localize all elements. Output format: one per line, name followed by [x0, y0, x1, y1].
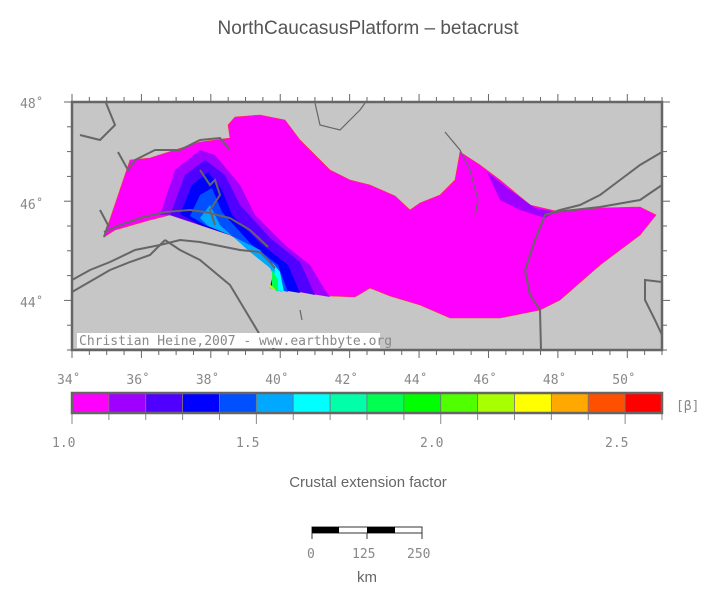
- colorbar-swatch: [587, 392, 626, 414]
- lat-label-48: 48˚: [20, 96, 43, 112]
- map-title: NorthCaucasusPlatform – betacrust: [217, 18, 519, 39]
- beta-field-lightblue: [200, 205, 282, 292]
- colorbar-swatch: [108, 392, 147, 414]
- lon-label: 48˚: [543, 372, 566, 388]
- colorbar-border: [70, 391, 664, 415]
- lat-labels: 48˚ 46˚ 44˚: [20, 96, 43, 311]
- map-frame: Christian Heine,2007 - www.earthbyte.org…: [20, 94, 670, 388]
- colorbar-swatch: [624, 392, 663, 414]
- lon-label: 44˚: [404, 372, 427, 388]
- lat-label-44: 44˚: [20, 295, 43, 311]
- lon-label: 38˚: [196, 372, 219, 388]
- colorbar-swatch: [71, 392, 110, 414]
- credit-text: Christian Heine,2007 - www.earthbyte.org: [79, 334, 392, 349]
- colorbar-swatch: [219, 392, 257, 414]
- colorbar-swatch: [292, 392, 331, 414]
- colorbar-swatch: [329, 392, 368, 414]
- coastlines: [71, 102, 663, 351]
- colorbar: [β] 1.0 1.5 2.0 2.5: [52, 391, 699, 451]
- colorbar-swatch: [440, 392, 479, 414]
- credit-box: [77, 333, 380, 348]
- colorbar-swatch: [182, 392, 220, 414]
- colorbar-swatch: [403, 392, 442, 414]
- lon-label: 36˚: [126, 372, 149, 388]
- colorbar-swatch: [145, 392, 184, 414]
- colorbar-unit: [β]: [676, 399, 699, 414]
- cb-label-1.5: 1.5: [236, 436, 259, 451]
- colorbar-swatch: [550, 392, 589, 414]
- colorbar-swatch: [366, 392, 405, 414]
- lon-label: 40˚: [265, 372, 288, 388]
- cb-label-1.0: 1.0: [52, 436, 75, 451]
- colorbar-swatch: [255, 392, 294, 414]
- lon-label: 46˚: [473, 372, 496, 388]
- lon-labels: 34˚ 36˚ 38˚ 40˚ 42˚ 44˚ 46˚ 48˚ 50˚: [57, 372, 636, 388]
- beta-field-yellowgreen: [270, 284, 276, 290]
- cb-label-2.5: 2.5: [605, 436, 628, 451]
- beta-field-green: [272, 270, 278, 292]
- scale-label-125: 125: [352, 547, 375, 562]
- lon-label: 34˚: [57, 372, 80, 388]
- colorbar-swatch: [514, 392, 552, 414]
- map-ticks: [64, 94, 670, 358]
- colorbar-swatch: [477, 392, 515, 414]
- lon-label: 50˚: [612, 372, 635, 388]
- lon-label: 42˚: [335, 372, 358, 388]
- colorbar-label: Crustal extension factor: [289, 474, 447, 491]
- scale-label-250: 250: [407, 547, 430, 562]
- cb-label-2.0: 2.0: [420, 436, 443, 451]
- scale-label-0: 0: [307, 547, 315, 562]
- scale-bar: 0 125 250: [307, 526, 430, 562]
- lat-label-46: 46˚: [20, 197, 43, 213]
- scale-unit: km: [357, 569, 377, 586]
